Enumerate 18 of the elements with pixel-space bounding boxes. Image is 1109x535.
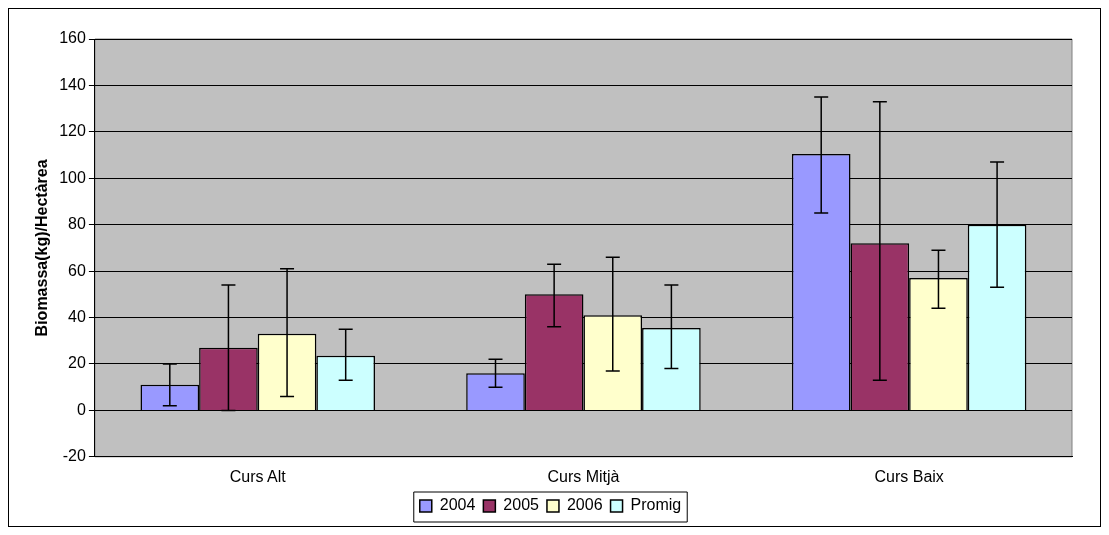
y-tick-label: 40 [68, 307, 86, 325]
legend-label: 2004 [439, 496, 476, 514]
y-tick-label: 80 [68, 215, 86, 233]
y-tick-label: 20 [68, 354, 86, 372]
y-tick-label: 60 [68, 261, 86, 279]
legend-label: Promig [630, 496, 682, 514]
y-tick-label: 0 [76, 400, 86, 418]
legend-label: 2005 [503, 496, 540, 514]
x-tick-label: Curs Baix [874, 467, 944, 485]
y-tick-label: 140 [59, 75, 86, 93]
y-tick-label: 120 [59, 122, 86, 140]
x-tick-label: Curs Alt [229, 467, 287, 485]
y-tick-label: 100 [59, 168, 86, 186]
x-tick-label: Curs Mitjà [547, 467, 620, 485]
y-tick-label: 160 [59, 29, 86, 47]
y-tick-label: -20 [62, 447, 86, 465]
legend-label: 2006 [566, 496, 603, 514]
y-axis-title: Biomassa(kg)/Hectàrea [33, 159, 51, 337]
